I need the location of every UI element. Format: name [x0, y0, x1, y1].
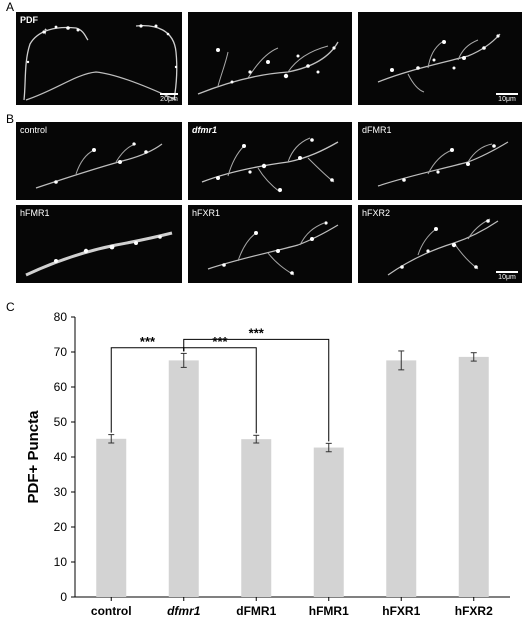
panel-letter-b: B [6, 112, 15, 126]
scale-bar: 10μm [496, 271, 518, 281]
arrow-icon: ↑ [43, 26, 48, 37]
x-tick-label: control [91, 604, 132, 618]
scale-label: 10μm [498, 274, 516, 281]
significance-label: *** [249, 325, 265, 340]
neuron-projection-image [23, 24, 178, 101]
y-tick-label: 70 [54, 345, 68, 359]
y-tick-label: 20 [54, 520, 68, 534]
y-tick-label: 0 [60, 590, 67, 604]
significance-label: *** [140, 334, 156, 349]
y-tick-label: 40 [54, 450, 68, 464]
x-tick-label: dFMR1 [236, 604, 276, 618]
panel-letter-a: A [6, 0, 15, 14]
bar [168, 360, 199, 597]
panel-letter-c: C [6, 300, 15, 314]
bar [313, 447, 344, 597]
micrograph-dfmr1-rescue: dFMR1 [358, 122, 522, 200]
y-tick-label: 60 [54, 380, 68, 394]
bar [458, 356, 489, 597]
micrograph-a3: 10μm [358, 12, 522, 105]
micrograph-a2 [188, 12, 352, 105]
bar [386, 360, 417, 597]
micrograph-label: hFMR1 [20, 208, 50, 218]
micrograph-label: hFXR1 [192, 208, 221, 218]
y-tick-label: 50 [54, 415, 68, 429]
neuron-projection-image [387, 218, 499, 276]
y-tick-label: 10 [54, 555, 68, 569]
micrograph-hfxr2: hFXR2 10μm [358, 205, 522, 283]
x-tick-label: dfmr1 [167, 604, 201, 618]
micrograph-a1: PDF ↑ 20μm [16, 12, 182, 105]
bar [96, 438, 127, 597]
neuron-projection-image [197, 41, 339, 95]
neuron-projection-image [377, 141, 509, 187]
scale-bar: 10μm [496, 93, 518, 103]
x-tick-label: hFXR2 [455, 604, 493, 618]
neuron-projection-image [207, 221, 339, 276]
significance-bracket [183, 338, 330, 442]
y-axis-label: PDF+ Puncta [25, 410, 42, 504]
micrograph-label: control [20, 125, 48, 135]
micrograph-label: hFXR2 [362, 208, 391, 218]
y-tick-label: 80 [54, 310, 68, 324]
scale-label: 10μm [498, 96, 516, 103]
y-tick-label: 30 [54, 485, 68, 499]
scale-bar: 20μm [160, 93, 178, 103]
x-tick-label: hFXR1 [382, 604, 420, 618]
micrograph-hfxr1: hFXR1 [188, 205, 352, 283]
scale-label: 20μm [160, 96, 178, 103]
micrograph-label: dFMR1 [362, 125, 392, 135]
bar-chart: 0 10 20 30 40 50 60 70 80 PDF+ Puncta control dfmr1… [25, 310, 510, 618]
bar [241, 439, 272, 597]
micrograph-dfmr1: dfmr1 [188, 122, 352, 200]
neuron-projection-image [35, 142, 163, 189]
significance-label: *** [212, 334, 228, 349]
neuron-projection-image [25, 231, 173, 277]
micrograph-label: dfmr1 [192, 125, 218, 135]
micrograph-control: control [16, 122, 182, 200]
micrograph-hfmr1: hFMR1 [16, 205, 182, 283]
x-tick-label: hFMR1 [309, 604, 349, 618]
neuron-projection-image [201, 137, 339, 193]
micrograph-label: PDF [20, 15, 38, 25]
neuron-projection-image [377, 33, 501, 93]
